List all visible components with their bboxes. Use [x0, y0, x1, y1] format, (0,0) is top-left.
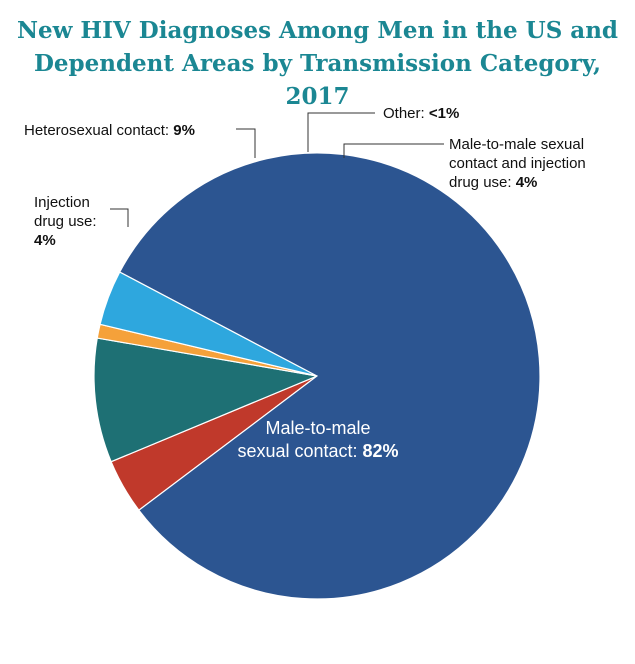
slice-label-idu-value: 4%	[34, 232, 56, 249]
slice-heterosexual	[93, 337, 320, 463]
slice-label-idu-line-1: Injection	[34, 194, 90, 211]
chart-title-line-2: Dependent Areas by Transmission Category…	[33, 50, 602, 110]
slice-label-msm-idu: Male-to-male sexual contact and injectio…	[449, 135, 586, 192]
slice-label-other: Other: <1%	[383, 104, 459, 123]
leader-line-idu	[110, 208, 129, 227]
slice-label-msm-idu-line-3: drug use:	[449, 174, 516, 191]
slice-label-other-line-1: Other:	[383, 105, 429, 122]
slice-label-msm-idu-line-1: Male-to-male sexual	[449, 136, 585, 153]
slice-label-other-value: <1%	[428, 105, 460, 122]
leader-lines	[110, 112, 444, 227]
slice-label-idu-line-2: drug use:	[34, 213, 97, 230]
slice-label-heterosexual-value: 9%	[173, 122, 195, 139]
leader-line-other	[307, 112, 375, 152]
slice-label-idu: Injection drug use: 4%	[34, 193, 97, 250]
slice-label-heterosexual-line-1: Heterosexual contact:	[24, 122, 174, 139]
leader-line-msm-idu	[343, 143, 444, 158]
slice-label-msm-idu-value: 4%	[515, 174, 538, 191]
pie-slices	[93, 152, 541, 600]
slice-label-heterosexual: Heterosexual contact: 9%	[24, 121, 195, 140]
slice-label-msm-line-1: Male-to-male	[265, 418, 371, 438]
slice-label-msm: Male-to-male sexual contact: 82%	[218, 417, 418, 463]
slice-label-msm-value: 82%	[362, 441, 399, 461]
slice-msm	[118, 152, 541, 600]
slice-label-msm-idu-line-2: contact and injection	[449, 155, 586, 172]
slice-label-msm-line-2: sexual contact:	[237, 441, 363, 461]
chart-title-line-1: New HIV Diagnoses Among Men in the US an…	[16, 17, 619, 44]
chart-title: New HIV Diagnoses Among Men in the US an…	[0, 14, 635, 113]
leader-line-heterosexual	[236, 128, 256, 158]
